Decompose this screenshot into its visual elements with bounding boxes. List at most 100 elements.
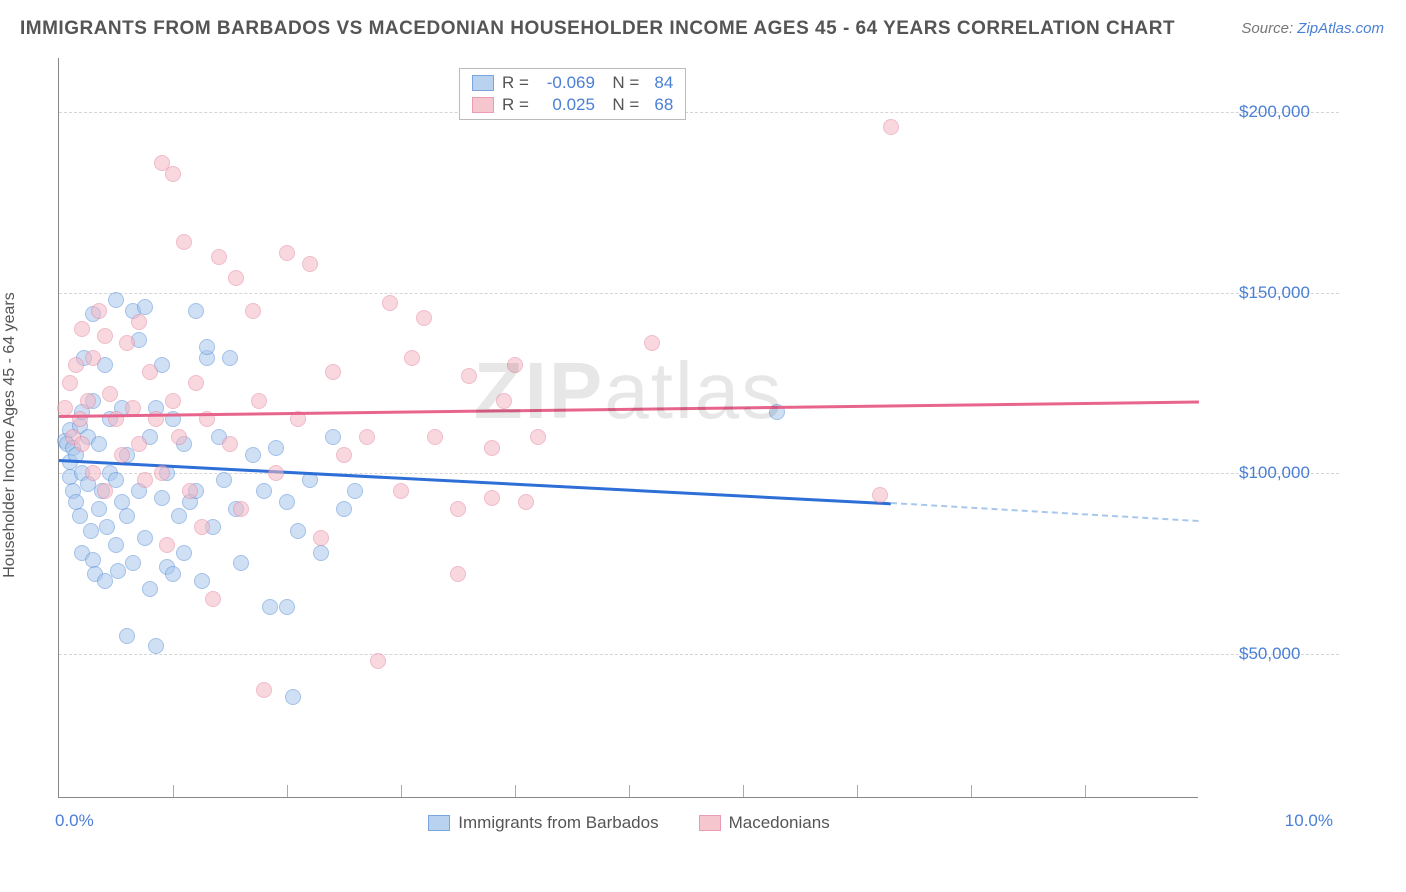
data-point [251,393,267,409]
source-link[interactable]: ZipAtlas.com [1297,20,1384,37]
legend-r-value: -0.069 [537,73,595,93]
data-point [518,494,534,510]
data-point [393,483,409,499]
legend-n-value: 68 [647,95,673,115]
data-point [72,508,88,524]
data-point [114,447,130,463]
x-tick-mark [287,785,288,797]
data-point [262,599,278,615]
data-point [285,689,301,705]
data-point [131,314,147,330]
data-point [72,411,88,427]
data-point [188,303,204,319]
x-tick-mark [857,785,858,797]
data-point [644,335,660,351]
series-legend-item: Macedonians [699,813,830,833]
data-point [74,321,90,337]
y-tick-label: $200,000 [1239,102,1310,122]
legend-r-value: 0.025 [537,95,595,115]
data-point [119,508,135,524]
y-tick-label: $100,000 [1239,463,1310,483]
data-point [245,447,261,463]
data-point [142,581,158,597]
data-point [404,350,420,366]
data-point [165,393,181,409]
gridline-h [59,293,1339,294]
data-point [85,350,101,366]
chart-container: Householder Income Ages 45 - 64 years ZI… [50,50,1370,820]
data-point [91,501,107,517]
legend-swatch [472,75,494,91]
data-point [85,465,101,481]
data-point [205,591,221,607]
data-point [325,429,341,445]
data-point [165,166,181,182]
data-point [256,682,272,698]
data-point [199,339,215,355]
data-point [171,429,187,445]
x-tick-mark [743,785,744,797]
data-point [119,335,135,351]
data-point [97,483,113,499]
data-point [62,375,78,391]
data-point [159,537,175,553]
data-point [57,400,73,416]
data-point [194,519,210,535]
legend-n-label: N = [603,95,639,115]
data-point [496,393,512,409]
x-tick-mark [629,785,630,797]
data-point [336,501,352,517]
data-point [194,573,210,589]
data-point [382,295,398,311]
data-point [188,375,204,391]
data-point [125,555,141,571]
legend-n-label: N = [603,73,639,93]
data-point [450,501,466,517]
data-point [359,429,375,445]
data-point [347,483,363,499]
trend-line [59,401,1199,418]
data-point [211,249,227,265]
data-point [233,555,249,571]
data-point [268,440,284,456]
data-point [302,256,318,272]
data-point [154,490,170,506]
data-point [484,490,500,506]
data-point [176,545,192,561]
watermark-bold: ZIP [474,346,604,435]
data-point [450,566,466,582]
data-point [233,501,249,517]
legend-swatch [428,815,450,831]
data-point [142,364,158,380]
y-tick-label: $50,000 [1239,644,1300,664]
data-point [370,653,386,669]
data-point [148,638,164,654]
plot-area: ZIPatlas R = -0.069 N = 84R = 0.025 N = … [58,58,1198,798]
watermark-light: atlas [604,346,783,435]
data-point [137,530,153,546]
data-point [154,465,170,481]
data-point [74,436,90,452]
gridline-h [59,654,1339,655]
data-point [883,119,899,135]
data-point [484,440,500,456]
data-point [279,245,295,261]
data-point [108,537,124,553]
data-point [336,447,352,463]
data-point [171,508,187,524]
source-credit: Source: ZipAtlas.com [1241,20,1384,37]
data-point [279,599,295,615]
data-point [99,519,115,535]
data-point [80,393,96,409]
data-point [461,368,477,384]
y-tick-label: $150,000 [1239,283,1310,303]
legend-row: R = -0.069 N = 84 [472,73,673,93]
legend-swatch [699,815,721,831]
data-point [279,494,295,510]
data-point [268,465,284,481]
data-point [325,364,341,380]
data-point [131,436,147,452]
data-point [228,270,244,286]
legend-n-value: 84 [647,73,673,93]
data-point [872,487,888,503]
